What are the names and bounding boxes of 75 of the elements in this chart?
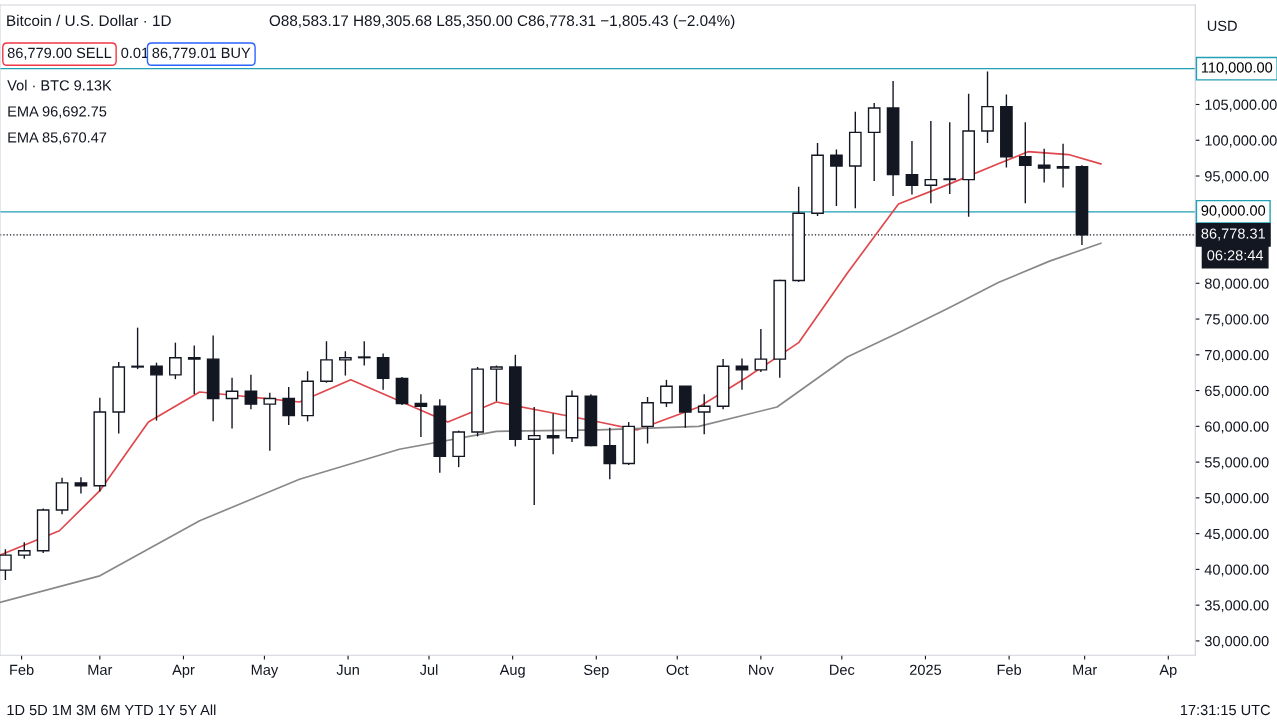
- candlestick: [414, 393, 428, 438]
- candlestick: [338, 350, 352, 377]
- x-tick-label: Sep: [583, 664, 609, 678]
- candlestick: [830, 148, 843, 207]
- y-tick-label: 65,000.00: [1205, 385, 1269, 398]
- x-tick-label: Jun: [336, 664, 359, 675]
- candlestick: [263, 392, 277, 452]
- candlestick: [603, 427, 617, 480]
- candlestick: [905, 140, 919, 196]
- x-tick-label: 2025: [909, 664, 942, 675]
- candlestick: [169, 341, 182, 380]
- text: 06:28:44: [1207, 250, 1264, 261]
- text: 17:31:15 UTC: [1180, 704, 1271, 716]
- candlestick: [697, 393, 711, 435]
- line-series: [0, 242, 1102, 604]
- x-tick-label: Mar: [1073, 664, 1097, 675]
- candlestick: [150, 361, 163, 422]
- x-tick-label: Ap: [1159, 664, 1177, 678]
- ref-line-label: 90,000.00: [1201, 205, 1266, 218]
- y-tick-label: 75,000.00: [1205, 314, 1269, 327]
- candlestick: [0, 548, 12, 581]
- y-tick-label: 60,000.00: [1205, 421, 1269, 434]
- y-tick-label: 105,000.00: [1205, 99, 1277, 112]
- candlestick: [131, 326, 144, 370]
- x-tick-label: Aug: [499, 664, 525, 678]
- y-tick-label: 80,000.00: [1204, 278, 1269, 291]
- candlestick: [244, 374, 258, 410]
- y-tick-label: 40,000.00: [1204, 564, 1269, 577]
- x-tick-label: Apr: [172, 664, 195, 678]
- text: O88,583.17 H89,305.68 L85,350.00 C86,778.31 −1,805.43 (−2.04%): [269, 14, 735, 30]
- candlestick: [187, 344, 201, 395]
- y-tick-label: 70,000.00: [1205, 349, 1269, 362]
- y-tick-label: 95,000.00: [1204, 171, 1269, 184]
- annotation: EMA 85,670.47: [8, 132, 107, 145]
- candlestick: [357, 340, 371, 367]
- annotation: 86,779.00 SELL: [7, 47, 112, 60]
- candlestick: [376, 352, 390, 391]
- annotation: EMA 96,692.75: [8, 106, 107, 119]
- candlestick: [735, 357, 749, 391]
- candlestick: [641, 396, 654, 445]
- candlestick: [320, 340, 333, 384]
- candlestick: [1056, 143, 1070, 189]
- candlestick: [490, 364, 503, 403]
- ref-line-label: 86,778.31: [1201, 228, 1265, 241]
- candlestick: [660, 379, 673, 408]
- x-tick-label: Feb: [10, 664, 34, 675]
- x-tick-label: Feb: [997, 664, 1022, 675]
- x-tick-label: Jul: [419, 664, 438, 675]
- y-tick-label: 35,000.00: [1204, 600, 1269, 613]
- x-tick-label: Dec: [830, 664, 855, 675]
- y-tick-label: 45,000.00: [1204, 528, 1269, 541]
- y-tick-label: 30,000.00: [1204, 636, 1269, 649]
- annotation: 0.01: [121, 47, 149, 59]
- x-tick-label: Mar: [88, 664, 113, 675]
- text: USD: [1207, 20, 1237, 31]
- x-tick-label: Nov: [749, 664, 774, 675]
- candlestick: [282, 386, 296, 426]
- y-tick-label: 100,000.00: [1205, 135, 1277, 148]
- y-tick-label: 55,000.00: [1204, 457, 1269, 470]
- candlestick: [1018, 121, 1032, 204]
- x-tick-label: May: [251, 664, 279, 678]
- annotation: 86,779.01 BUY: [152, 47, 251, 60]
- candlestick: [943, 121, 957, 195]
- y-tick-label: 50,000.00: [1204, 492, 1269, 506]
- candlestick: [74, 476, 88, 495]
- candlestick: [527, 406, 541, 506]
- text: Bitcoin / U.S. Dollar · 1D: [7, 14, 171, 27]
- ref-line-label: 110,000.00: [1201, 62, 1273, 75]
- candlestick: [754, 328, 768, 373]
- text: 1D 5D 1M 3M 6M YTD 1Y 5Y All: [7, 704, 216, 716]
- candlestick: [1037, 148, 1051, 184]
- annotation: Vol · BTC 9.13K: [7, 79, 112, 91]
- candlestick: [225, 377, 239, 430]
- x-tick-label: Oct: [666, 664, 689, 675]
- candlestick: [924, 120, 938, 204]
